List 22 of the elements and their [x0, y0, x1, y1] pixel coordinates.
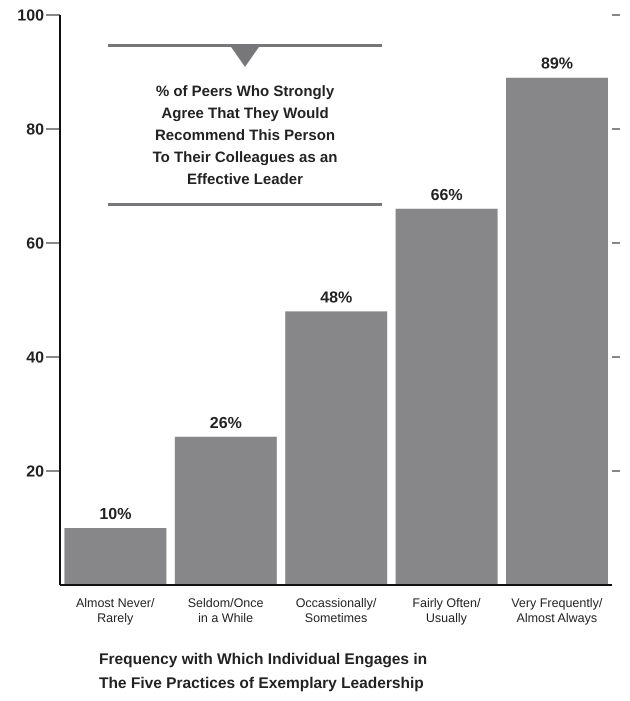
x-tick-label: Fairly Often/ Usually	[412, 596, 481, 625]
bar	[285, 311, 388, 585]
data-label: 89%	[541, 56, 574, 73]
data-label: 66%	[430, 186, 463, 204]
y-tick-label: 20	[26, 464, 44, 481]
data-label: 10%	[99, 506, 132, 523]
data-label: 48%	[320, 289, 352, 306]
x-tick-label: Seldom/Once in a While	[188, 596, 264, 625]
x-tick-label: Almost Never/ Rarely	[76, 596, 155, 625]
y-tick-label: 80	[26, 122, 44, 139]
bar	[506, 78, 608, 585]
x-axis-title: Frequency with Which Individual Engages in The Five Practices of Exemplary Leadership	[99, 650, 428, 694]
y-tick-label: 100	[17, 8, 44, 25]
bar	[396, 208, 498, 585]
y-tick-label: 40	[26, 350, 44, 367]
text: % of Peers Who Strongly Agree That They Would Recommend This Person To Their Colleagues as an Effective Leader	[152, 82, 338, 190]
x-tick-label: Very Frequently/ Almost Always	[511, 596, 603, 625]
x-tick-label: Occassionally/ Sometimes	[296, 596, 377, 625]
bar	[64, 528, 166, 585]
data-label: 26%	[210, 414, 242, 432]
y-tick-label: 60	[26, 236, 44, 253]
bar	[174, 436, 277, 585]
